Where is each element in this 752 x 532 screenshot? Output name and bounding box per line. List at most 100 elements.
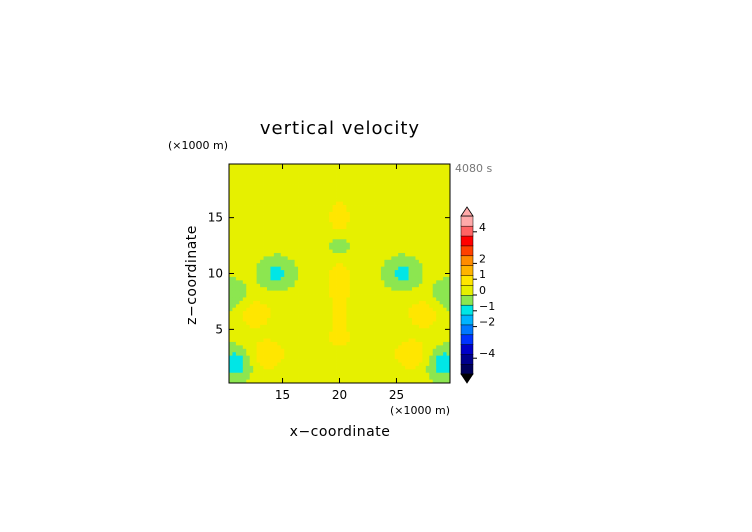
field-cell [266, 235, 271, 240]
field-cell [349, 184, 354, 189]
field-cell [284, 324, 289, 329]
field-cell [391, 362, 396, 367]
field-cell [284, 328, 289, 333]
field-cell [408, 194, 413, 199]
field-cell [370, 352, 375, 357]
field-cell [429, 328, 434, 333]
field-cell [315, 294, 320, 298]
field-cell [429, 287, 434, 292]
field-cell [363, 276, 368, 281]
field-cell [353, 365, 358, 370]
field-cell [363, 270, 368, 274]
field-cell [401, 205, 406, 209]
field-cell [253, 174, 258, 179]
field-cell [432, 191, 437, 196]
field-cell [280, 218, 285, 223]
field-cell [239, 359, 244, 363]
field-cell [232, 170, 237, 175]
colorbar-swatch [460, 265, 474, 276]
field-cell [232, 242, 237, 247]
field-cell [374, 280, 378, 285]
field-cell [273, 300, 278, 305]
field-cell [229, 294, 233, 298]
field-cell [263, 164, 268, 168]
field-cell [429, 280, 434, 285]
field-cell [253, 205, 258, 209]
field-cell [353, 246, 358, 250]
field-cell [342, 304, 347, 309]
field-cell [315, 218, 320, 223]
field-cell [353, 280, 358, 285]
field-cell [394, 352, 399, 357]
field-cell [298, 205, 302, 209]
field-cell [266, 362, 271, 367]
field-cell [277, 280, 282, 285]
field-cell [229, 273, 233, 278]
field-cell [308, 376, 313, 380]
field-cell [363, 300, 368, 305]
field-cell [315, 174, 320, 179]
field-cell [266, 218, 271, 223]
field-cell [401, 174, 406, 179]
field-cell [301, 225, 306, 230]
field-cell [318, 379, 323, 384]
field-cell [287, 276, 292, 281]
field-cell [356, 273, 361, 278]
field-cell [304, 365, 309, 370]
field-cell [384, 273, 389, 278]
field-cell [277, 276, 282, 281]
field-cell [260, 304, 264, 309]
field-cell [291, 174, 296, 179]
field-cell [367, 201, 371, 206]
field-cell [322, 280, 327, 285]
field-cell [356, 256, 361, 261]
field-cell [339, 174, 344, 179]
field-cell [315, 266, 320, 271]
field-cell [235, 297, 240, 302]
field-cell [360, 174, 365, 179]
field-cell [277, 273, 282, 278]
field-cell [284, 184, 289, 189]
field-cell [342, 379, 347, 384]
field-cell [391, 205, 396, 209]
field-cell [249, 324, 254, 329]
field-cell [446, 164, 451, 168]
field-cell [284, 321, 289, 326]
field-cell [298, 252, 302, 257]
field-cell [374, 225, 378, 230]
field-cell [229, 259, 233, 264]
field-cell [253, 259, 258, 264]
field-cell [260, 297, 264, 302]
field-cell [277, 283, 282, 288]
field-cell [439, 191, 444, 196]
field-cell [318, 270, 323, 274]
field-cell [298, 328, 302, 333]
field-cell [387, 369, 392, 374]
field-cell [367, 355, 371, 360]
field-cell [387, 362, 392, 367]
field-cell [339, 348, 344, 353]
field-cell [318, 235, 323, 240]
field-cell [429, 283, 434, 288]
field-cell [287, 283, 292, 288]
field-cell [239, 379, 244, 384]
field-cell [360, 181, 365, 185]
field-cell [384, 235, 389, 240]
field-cell [398, 201, 403, 206]
field-cell [360, 239, 365, 244]
field-cell [429, 246, 434, 250]
field-cell [391, 300, 396, 305]
field-cell [294, 276, 299, 281]
field-cell [232, 174, 237, 179]
field-cell [387, 324, 392, 329]
field-cell [412, 263, 416, 268]
field-cell [270, 355, 275, 360]
field-cell [367, 376, 371, 380]
field-cell [398, 369, 403, 374]
field-cell [370, 235, 375, 240]
field-cell [374, 369, 378, 374]
field-cell [308, 164, 313, 168]
field-cell [246, 246, 251, 250]
field-cell [239, 246, 244, 250]
field-cell [332, 314, 337, 319]
